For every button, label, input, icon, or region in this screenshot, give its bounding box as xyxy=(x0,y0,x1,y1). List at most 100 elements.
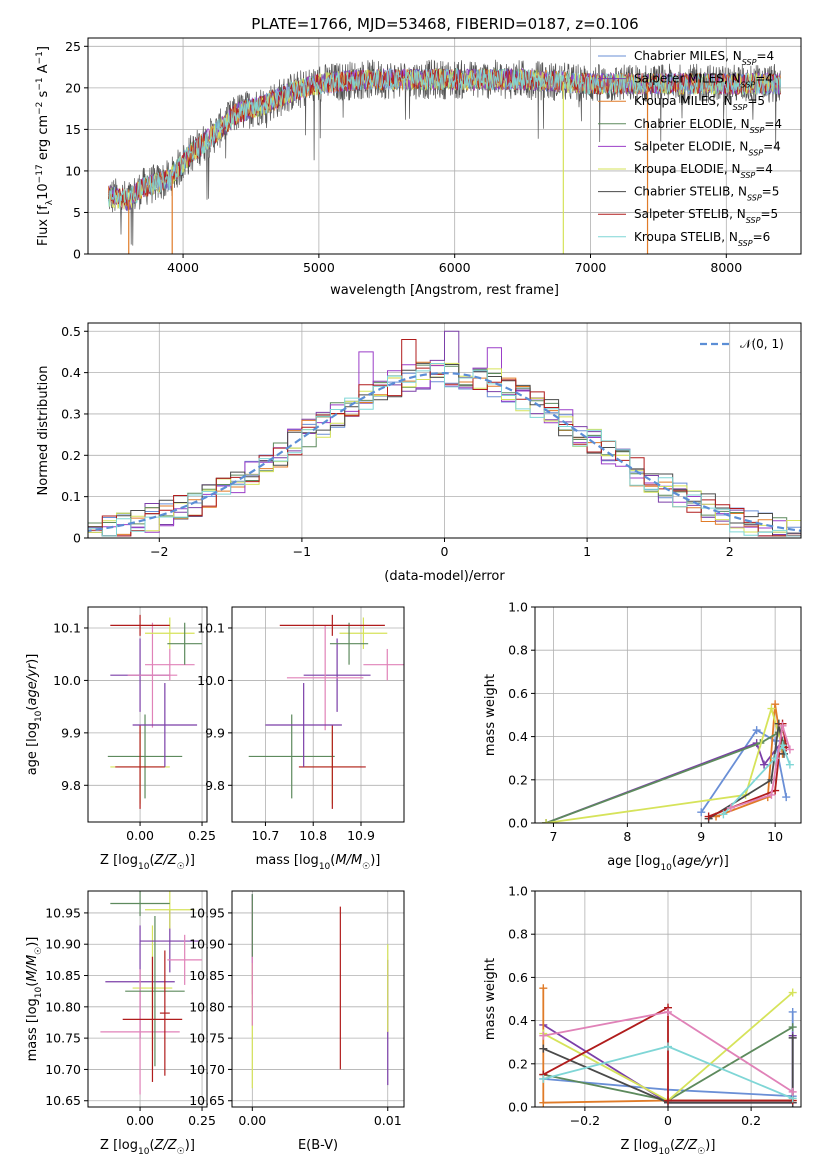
label-part: 10 xyxy=(34,710,44,722)
weight-point-marker xyxy=(785,760,794,769)
label-part: 10 xyxy=(660,863,672,873)
y-tick-label: 9.8 xyxy=(61,778,81,793)
mass_vs_Z-panel: 0.00 0.25 10.65 10.70 10.75 10.80 10.85 10.90 10… xyxy=(25,890,216,1157)
age_vs_Z-frame xyxy=(87,606,208,823)
label-part: 10 xyxy=(138,1147,150,1157)
legend-label-sub: SSP xyxy=(741,80,756,89)
x-tick-label: 7 xyxy=(549,829,557,844)
age_vs_Z-y-label: age [log10(age/yr)] xyxy=(25,654,44,776)
x-tick-label: 0.25 xyxy=(188,828,216,843)
label-part: s xyxy=(36,90,51,101)
label-part: −1 xyxy=(35,77,45,90)
gaussian-legend-label: 𝒩(0, 1) xyxy=(740,337,784,351)
spectrum-y-label: Flux [fλ10−17 erg cm−2 s−1 A−1] xyxy=(35,46,55,246)
errorbar-point xyxy=(167,622,203,665)
label-part: −1 xyxy=(35,51,45,64)
weight-point-marker xyxy=(539,1074,548,1083)
weight-point-marker xyxy=(697,808,706,817)
mass_vs_Z-frame xyxy=(87,890,208,1108)
spectrum-frame xyxy=(87,37,802,255)
weight-point-marker xyxy=(788,1007,797,1016)
mass_vs_ebv-x-label: E(B-V) xyxy=(298,1138,338,1153)
weight-point-marker xyxy=(788,988,797,997)
weight-series-line xyxy=(542,1006,793,1102)
y-tick-label: 9.9 xyxy=(205,725,225,740)
legend-entry-label: Chabrier STELIB, NSSP=5 xyxy=(634,185,779,203)
y-tick-label: 10.80 xyxy=(189,999,225,1014)
label-part: Z [log xyxy=(621,1138,659,1153)
label-part: λ xyxy=(45,199,55,205)
legend-label-main: Salpeter ELODIE, N xyxy=(634,139,748,153)
weight-point-marker xyxy=(539,1044,548,1053)
x-tick-label: 2 xyxy=(726,544,734,559)
mass_vs_ebv-panel: 0.00 0.01 10.65 10.70 10.75 10.80 10.85 10.90 10… xyxy=(189,890,405,1153)
errorbar-point xyxy=(122,956,183,1082)
label-part: Flux [f xyxy=(36,205,51,246)
weight-series xyxy=(539,1007,797,1096)
y-tick-label: 0.6 xyxy=(508,686,528,701)
x-tick-label: −2 xyxy=(150,544,168,559)
legend-label-sub: SSP xyxy=(741,171,756,180)
y-tick-label: 0.2 xyxy=(508,1056,528,1071)
spectrum-x-label: wavelength [Angstrom, rest frame] xyxy=(330,283,559,298)
y-tick-label: 10.70 xyxy=(45,1062,81,1077)
y-tick-label: 10.65 xyxy=(45,1093,81,1108)
y-tick-label: 10.90 xyxy=(45,937,81,952)
label-part: ( xyxy=(670,1138,675,1153)
legend-entry-label: Kroupa STELIB, NSSP=6 xyxy=(634,230,770,248)
y-tick-label: 0 xyxy=(73,531,81,546)
legend-label-tail: =5 xyxy=(762,185,780,199)
y-tick-label: 25 xyxy=(65,39,81,54)
legend-label-sub: SSP xyxy=(738,238,753,247)
legend-entry-label: Salpeter MILES, NSSP=4 xyxy=(634,72,773,90)
x-tick-label: 4000 xyxy=(167,260,199,275)
label-part: erg cm xyxy=(36,115,51,164)
y-tick-label: 0 xyxy=(73,247,81,262)
errorbar-point xyxy=(110,614,170,636)
figure-title: PLATE=1766, MJD=53468, FIBERID=0187, z=0… xyxy=(251,15,638,33)
panels-layer: 4000 5000 6000 7000 80000510152025wavelength… xyxy=(25,37,802,1157)
x-tick-label: 9 xyxy=(697,829,705,844)
label-part: 10 xyxy=(34,986,44,998)
y-tick-label: 10.75 xyxy=(45,1031,81,1046)
legend-label-sub: SSP xyxy=(748,148,763,157)
histogram-series-step xyxy=(88,363,801,538)
weight-point-marker xyxy=(539,1098,548,1107)
y-tick-label: 1.0 xyxy=(508,600,528,615)
weight-series xyxy=(697,726,791,817)
x-tick-label: 0.00 xyxy=(238,1113,266,1128)
spectrum-panel: 4000 5000 6000 7000 8000 0 5 10 15 20 25 wavelength… xyxy=(35,37,802,298)
y-tick-label: 0.0 xyxy=(508,816,528,831)
residuals-y-label: Normed distribution xyxy=(36,366,51,496)
label-part: ( xyxy=(330,853,335,868)
label-part: E(B-V) xyxy=(298,1138,338,1153)
y-tick-label: 0.0 xyxy=(508,1100,528,1115)
label-part: )] xyxy=(185,1138,195,1153)
legend-label-tail: =5 xyxy=(747,94,765,108)
weight-series-line xyxy=(542,1037,794,1104)
x-tick-label: 0.00 xyxy=(126,828,154,843)
legend-label-main: Kroupa MILES, N xyxy=(634,94,733,108)
weight-point-marker xyxy=(788,1033,797,1042)
label-part: Z/Z xyxy=(154,1138,178,1153)
label-part: −2 xyxy=(35,102,45,115)
errorbar-point xyxy=(145,891,195,929)
legend-label-tail: =5 xyxy=(760,207,778,221)
x-tick-label: 1 xyxy=(583,544,591,559)
legend-label-sub: SSP xyxy=(742,58,757,67)
y-tick-label: 10.90 xyxy=(189,937,225,952)
weight-point-marker xyxy=(539,1031,548,1040)
errorbar-point xyxy=(363,648,404,681)
y-tick-label: 15 xyxy=(65,122,81,137)
legend-label-sub: SSP xyxy=(733,103,748,112)
errorbar-point xyxy=(329,622,369,665)
age_vs_mass-frame xyxy=(231,606,405,823)
legend-label-sub: SSP xyxy=(747,193,762,202)
legend-label-tail: =4 xyxy=(755,162,773,176)
weight-point-marker xyxy=(664,1096,672,1105)
mass_vs_ebv-frame xyxy=(231,890,405,1108)
weight-point-marker xyxy=(704,812,713,821)
label-part: ( xyxy=(149,1138,154,1153)
label-part: age/yr xyxy=(677,854,720,869)
errorbar-point xyxy=(265,683,342,767)
